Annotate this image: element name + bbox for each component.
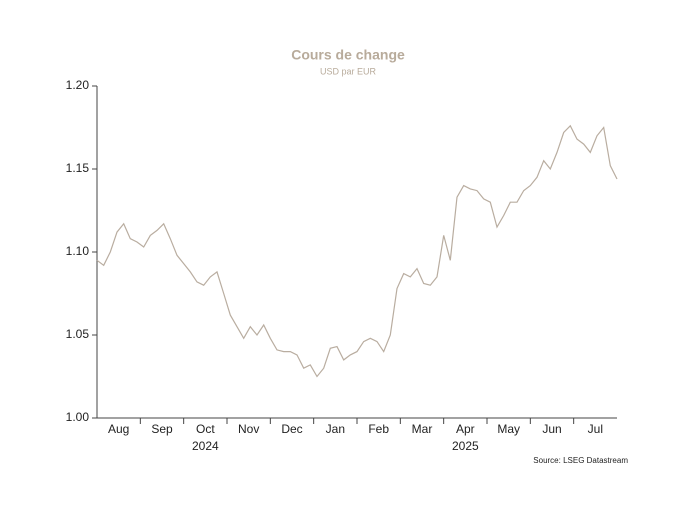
x-tick-label: Apr — [456, 422, 475, 436]
x-tick-label: May — [497, 422, 520, 436]
year-label: 2024 — [192, 439, 219, 453]
x-tick-label: Oct — [196, 422, 215, 436]
year-label: 2025 — [452, 439, 479, 453]
y-tick-label: 1.20 — [66, 78, 90, 92]
x-tick-label: Aug — [108, 422, 129, 436]
x-tick-label: Jun — [542, 422, 561, 436]
chart-title: Cours de change — [291, 47, 405, 63]
x-tick-label: Sep — [151, 422, 173, 436]
x-tick-label: Mar — [412, 422, 433, 436]
x-tick-label: Jan — [326, 422, 345, 436]
data-line — [96, 124, 618, 378]
x-tick-label: Feb — [368, 422, 389, 436]
y-tick-label: 1.10 — [66, 244, 90, 258]
chart-subtitle: USD par EUR — [320, 66, 377, 76]
x-tick-label: Jul — [588, 422, 603, 436]
y-tick-label: 1.00 — [66, 410, 90, 424]
x-tick-label: Nov — [238, 422, 259, 436]
x-tick-label: Dec — [281, 422, 302, 436]
source-note: Source: LSEG Datastream — [533, 456, 628, 465]
y-tick-label: 1.05 — [66, 327, 90, 341]
y-tick-label: 1.15 — [66, 161, 90, 175]
